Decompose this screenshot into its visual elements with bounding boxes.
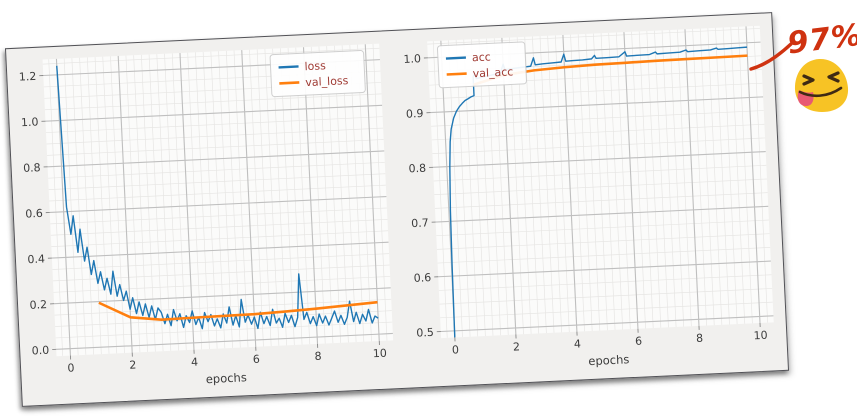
svg-text:0.5: 0.5: [416, 326, 434, 340]
svg-text:val_acc: val_acc: [472, 65, 513, 80]
svg-text:8: 8: [696, 332, 704, 345]
svg-text:0.7: 0.7: [411, 216, 429, 230]
svg-text:0.8: 0.8: [23, 161, 41, 175]
svg-text:0.6: 0.6: [413, 271, 431, 285]
svg-text:acc: acc: [472, 50, 491, 64]
svg-text:1.2: 1.2: [19, 70, 37, 84]
svg-text:val_loss: val_loss: [305, 74, 349, 89]
training-curves-figure: 0 2 4 6 8 10 0.0 0.2 0.4 0.6 0.8 1.0 1.2 epochs loss va…: [4, 12, 790, 407]
svg-text:0.0: 0.0: [31, 344, 49, 358]
svg-text:4: 4: [191, 356, 199, 369]
emoji-mouth: [798, 86, 843, 98]
svg-text:0.4: 0.4: [27, 252, 45, 266]
svg-text:0: 0: [452, 343, 460, 356]
svg-text:epochs: epochs: [205, 370, 247, 386]
annotation-text: 97%: [786, 18, 857, 62]
squinting-tongue-out-emoji: [794, 58, 849, 112]
svg-text:loss: loss: [304, 59, 326, 73]
svg-text:0.9: 0.9: [406, 107, 424, 121]
emoji-left-eye: [802, 74, 815, 86]
loss-chart: 0 2 4 6 8 10 0.0 0.2 0.4 0.6 0.8 1.0 1.2 epochs lossva…: [19, 43, 394, 386]
svg-text:6: 6: [635, 335, 643, 348]
svg-text:8: 8: [314, 350, 322, 363]
svg-text:2: 2: [513, 340, 521, 353]
svg-text:4: 4: [574, 337, 582, 350]
svg-text:6: 6: [253, 353, 261, 366]
svg-text:0.2: 0.2: [29, 298, 47, 312]
svg-text:1.0: 1.0: [21, 115, 39, 129]
svg-text:0.8: 0.8: [408, 162, 426, 176]
svg-text:0.6: 0.6: [25, 207, 43, 221]
accuracy-chart: 0 2 4 6 8 10 0.5 0.6 0.7 0.8 0.9 1.0 epochs accval_ac…: [403, 25, 774, 368]
svg-text:epochs: epochs: [588, 352, 630, 368]
svg-text:10: 10: [753, 329, 768, 343]
emoji-body: [794, 58, 849, 112]
svg-text:1.0: 1.0: [403, 52, 421, 66]
emoji-right-eye: [827, 71, 840, 83]
emoji-tongue: [797, 90, 814, 107]
svg-text:10: 10: [373, 347, 388, 361]
svg-text:0: 0: [67, 361, 75, 374]
svg-text:2: 2: [129, 358, 137, 371]
